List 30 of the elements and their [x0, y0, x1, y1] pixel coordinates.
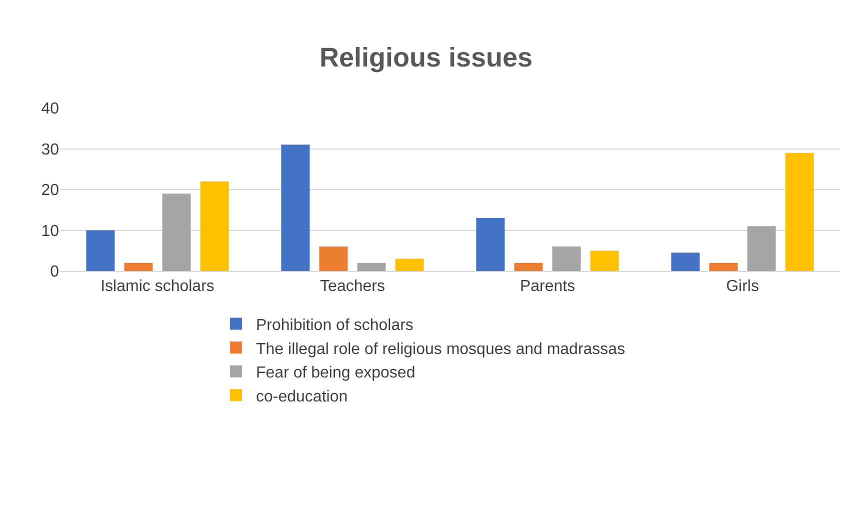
bar — [357, 262, 386, 271]
legend-label: Fear of being exposed — [256, 364, 416, 382]
bar — [200, 181, 229, 271]
y-tick-label: 0 — [50, 264, 60, 281]
chart-title: Religious issues — [319, 42, 533, 72]
bar — [86, 230, 115, 271]
bar — [281, 144, 310, 271]
x-tick-label: Islamic scholars — [100, 278, 214, 296]
bar — [476, 218, 505, 271]
x-tick-label: Girls — [726, 278, 759, 296]
y-tick-label: 40 — [41, 100, 60, 118]
bar — [709, 262, 738, 271]
bar — [319, 246, 348, 271]
bar — [124, 262, 153, 271]
legend-label: Prohibition of scholars — [256, 317, 414, 334]
x-tick-label: Teachers — [320, 278, 385, 296]
y-tick-label: 20 — [41, 182, 60, 200]
bar — [514, 262, 543, 271]
y-tick-label: 30 — [41, 141, 60, 158]
x-tick-label: Parents — [520, 278, 576, 296]
bar — [747, 226, 776, 271]
y-tick-label: 10 — [41, 222, 60, 240]
bar — [785, 152, 814, 271]
legend-label: The illegal role of religious mosques and madrassas — [256, 340, 626, 358]
bar — [552, 246, 581, 271]
legend-label: co-education — [256, 388, 348, 406]
bar — [162, 194, 191, 271]
bar — [671, 252, 700, 271]
bar — [590, 250, 619, 271]
bar — [395, 258, 424, 271]
